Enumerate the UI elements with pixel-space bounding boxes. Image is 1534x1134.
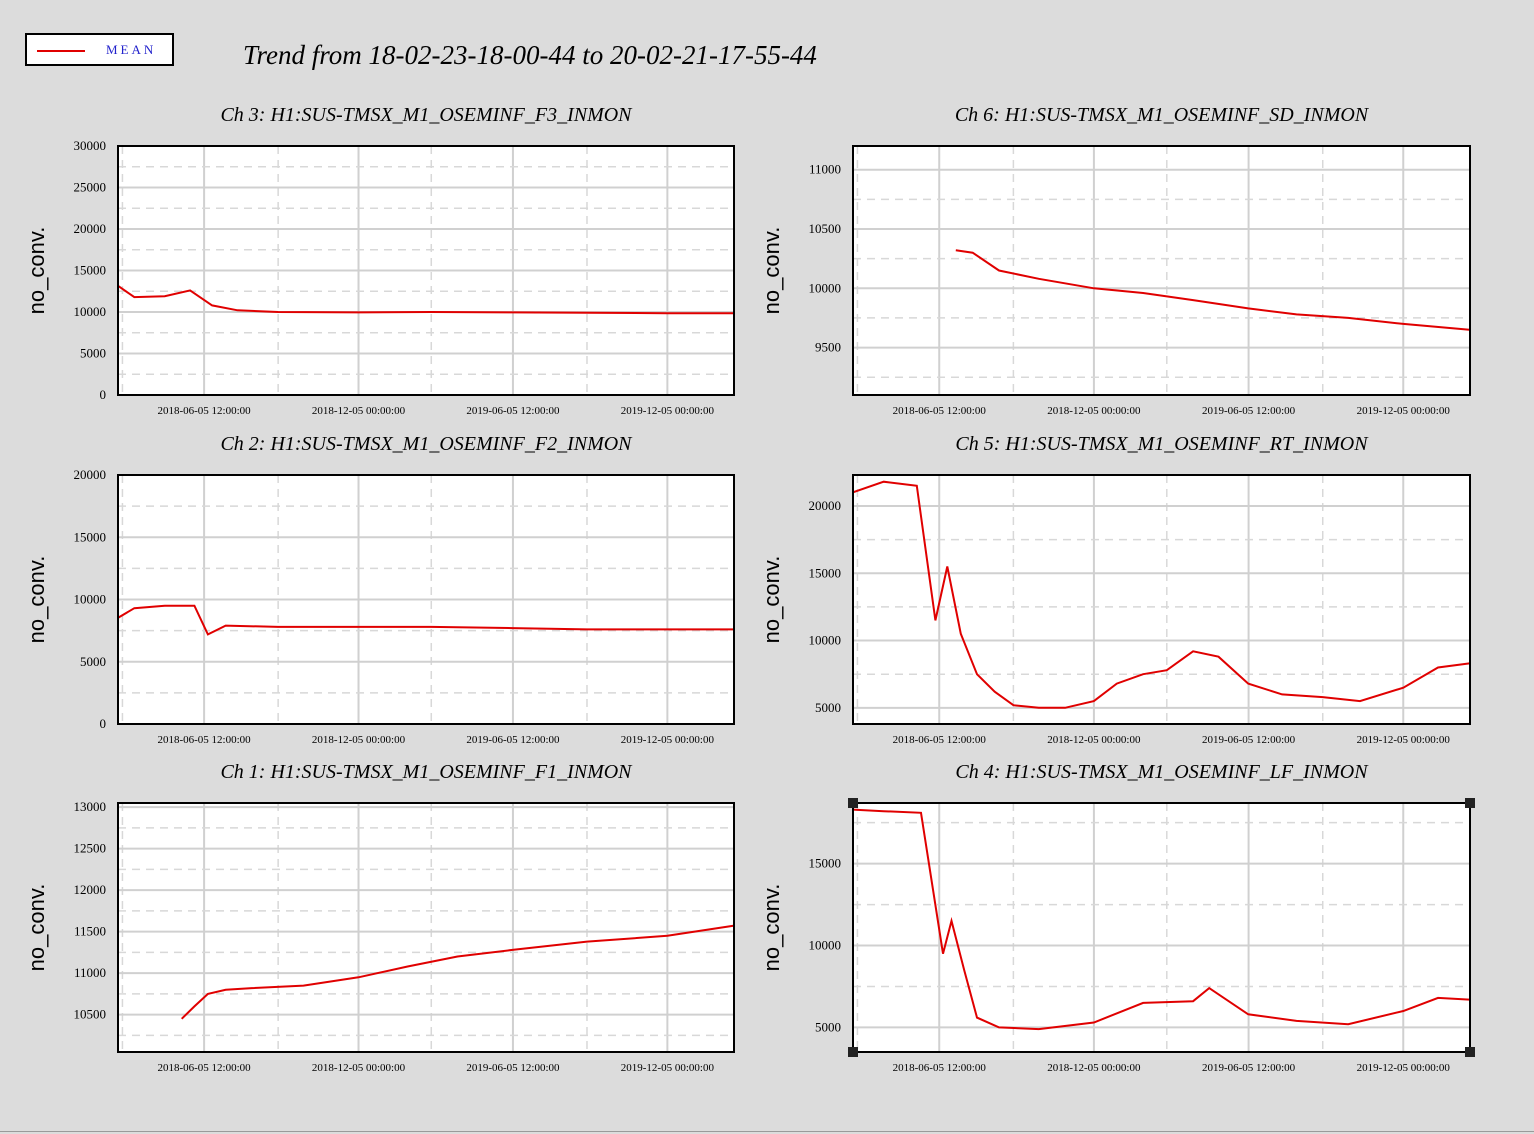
x-tick-label: 2018-06-05 12:00:00 [157,734,251,746]
series-line-1 [853,808,1470,1031]
x-tick-label: 2019-06-05 12:00:00 [1202,734,1296,746]
series-line-1 [118,604,734,636]
chart-panel-3: 0 5000 10000 15000 20000 2018-06-05 12:00:00 2… [24,433,735,746]
y-axis-label: no_conv. [759,884,784,972]
chart-panel-6: 5000 10000 15000 2018-06-05 12:00:00 2018-12… [759,761,1471,1074]
y-tick-label: 12000 [74,882,107,897]
y-tick-label: 5000 [80,654,106,669]
series-line-1 [955,249,1470,331]
series-line-1 [118,284,734,315]
y-tick-label: 10000 [809,633,842,648]
selection-handles [848,798,1475,1057]
y-tick-label: 10000 [74,304,107,319]
x-tick-label: 2018-12-05 00:00:00 [1047,405,1141,417]
selection-handle [1465,798,1475,808]
x-tick-label: 2019-12-05 00:00:00 [1357,1062,1451,1074]
x-tick-label: 2019-06-05 12:00:00 [1202,405,1296,417]
y-tick-label: 11500 [74,924,106,939]
y-tick-label: 10000 [809,280,842,295]
series-line-1 [853,480,1470,709]
x-tick-label: 2018-12-05 00:00:00 [312,405,406,417]
plot-frame [852,474,1471,725]
x-tick-label: 2018-06-05 12:00:00 [893,405,987,417]
y-tick-label: 0 [100,716,107,731]
x-tick-label: 2018-06-05 12:00:00 [157,405,251,417]
legend: MEAN [25,33,174,66]
y-tick-label: 5000 [80,346,106,361]
y-tick-label: 10500 [74,1007,107,1022]
y-tick-label: 5000 [815,1019,841,1034]
y-tick-label: 11000 [809,162,841,177]
page-title: Trend from 18-02-23-18-00-44 to 20-02-21… [243,40,817,70]
plot-area [118,803,734,1052]
y-tick-label: 11000 [74,965,106,980]
y-tick-label: 15000 [809,565,842,580]
selection-handle [848,798,858,808]
x-tick-label: 2018-12-05 00:00:00 [312,734,406,746]
y-tick-label: 9500 [815,340,841,355]
plot-frame [117,474,735,725]
plot-area [853,803,1470,1052]
x-tick-label: 2018-12-05 00:00:00 [1047,1062,1141,1074]
bottom-divider [0,1131,1534,1132]
y-tick-label: 15000 [74,529,107,544]
y-tick-label: 20000 [74,467,107,482]
chart-panel-5: 10500 11000 11500 12000 12500 13000 2018-06-05… [24,761,735,1074]
x-tick-label: 2018-12-05 00:00:00 [1047,734,1141,746]
y-tick-label: 15000 [74,263,107,278]
selection-handle [848,1047,858,1057]
x-tick-label: 2018-06-05 12:00:00 [157,1062,251,1074]
y-tick-label: 5000 [815,700,841,715]
y-axis-label: no_conv. [759,556,784,644]
legend-line-swatch [37,50,85,52]
chart-panel-1: 0 5000 10000 15000 20000 25000 30000 2018-06-05… [24,104,735,417]
x-tick-label: 2019-06-05 12:00:00 [466,1062,560,1074]
plot-area [853,146,1470,395]
y-axis-label: no_conv. [759,227,784,315]
y-tick-label: 10000 [809,938,842,953]
y-tick-label: 0 [100,387,107,402]
chart-title: Ch 4: H1:SUS-TMSX_M1_OSEMINF_LF_INMON [955,761,1369,783]
y-tick-label: 13000 [74,799,107,814]
y-tick-label: 15000 [809,856,842,871]
chart-title: Ch 1: H1:SUS-TMSX_M1_OSEMINF_F1_INMON [220,761,633,783]
y-axis-label: no_conv. [24,556,49,644]
x-tick-label: 2019-12-05 00:00:00 [1357,734,1451,746]
chart-panel-4: 5000 10000 15000 20000 2018-06-05 12:00:00 20… [759,433,1471,746]
plot-frame [852,802,1471,1053]
chart-title: Ch 2: H1:SUS-TMSX_M1_OSEMINF_F2_INMON [220,433,633,455]
x-tick-label: 2018-06-05 12:00:00 [893,734,987,746]
x-tick-label: 2019-12-05 00:00:00 [621,1062,715,1074]
x-tick-label: 2019-12-05 00:00:00 [621,405,715,417]
chart-title: Ch 3: H1:SUS-TMSX_M1_OSEMINF_F3_INMON [220,104,633,126]
y-tick-label: 20000 [809,498,842,513]
x-tick-label: 2018-06-05 12:00:00 [893,1062,987,1074]
plot-area [853,475,1470,724]
chart-panel-2: 9500 10000 10500 11000 2018-06-05 12:00:00 20… [759,104,1471,417]
series-line-1 [181,924,734,1020]
y-axis-label: no_conv. [24,884,49,972]
x-tick-label: 2019-12-05 00:00:00 [1357,405,1451,417]
legend-label: MEAN [106,42,157,57]
y-tick-label: 30000 [74,138,107,153]
x-tick-label: 2018-12-05 00:00:00 [312,1062,406,1074]
y-axis-label: no_conv. [24,227,49,315]
chart-title: Ch 6: H1:SUS-TMSX_M1_OSEMINF_SD_INMON [955,104,1370,126]
plot-frame [852,145,1471,396]
y-tick-label: 12500 [74,841,107,856]
y-tick-label: 20000 [74,221,107,236]
y-tick-label: 25000 [74,180,107,195]
y-tick-label: 10000 [74,592,107,607]
chart-title: Ch 5: H1:SUS-TMSX_M1_OSEMINF_RT_INMON [955,433,1369,455]
x-tick-label: 2019-06-05 12:00:00 [466,734,560,746]
y-tick-label: 10500 [809,221,842,236]
x-tick-label: 2019-12-05 00:00:00 [621,734,715,746]
selection-handle [1465,1047,1475,1057]
x-tick-label: 2019-06-05 12:00:00 [466,405,560,417]
plot-frame [117,145,735,396]
x-tick-label: 2019-06-05 12:00:00 [1202,1062,1296,1074]
plot-frame [117,802,735,1053]
